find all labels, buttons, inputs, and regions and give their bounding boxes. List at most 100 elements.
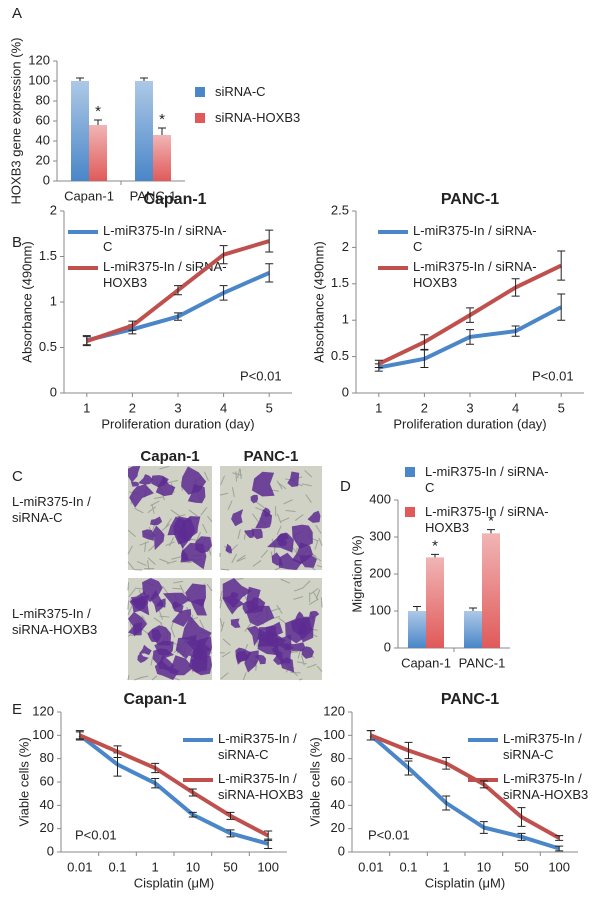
x-tick-label: PANC-1	[459, 655, 506, 670]
y-tick-label: 100	[32, 727, 54, 742]
texture	[127, 600, 130, 610]
cell	[250, 494, 259, 504]
texture	[239, 469, 242, 480]
row-label-box: L-miR375-In / siRNA-C	[12, 494, 91, 525]
texture	[195, 531, 201, 542]
x-tick-label: 0.1	[108, 859, 126, 874]
legend-label: L-miR375-In / siRNA-C	[413, 223, 537, 254]
texture	[172, 587, 183, 590]
error-bar	[188, 788, 197, 797]
texture	[260, 549, 269, 558]
texture	[206, 583, 213, 592]
row-label: L-miR375-In / siRNA-C	[12, 494, 91, 525]
error-bar	[555, 835, 564, 841]
texture	[220, 475, 225, 486]
texture	[153, 617, 163, 624]
x-tick-label: 100	[548, 859, 570, 874]
legend-label-box: L-miR375-In / siRNA-C	[103, 223, 227, 254]
texture	[161, 523, 171, 531]
cell	[244, 650, 259, 673]
texture	[159, 615, 170, 618]
cell	[129, 484, 154, 508]
y-tick-label: 80	[40, 750, 54, 765]
texture	[280, 578, 290, 584]
texture	[312, 554, 322, 562]
texture	[277, 482, 287, 490]
texture	[219, 492, 228, 496]
texture	[203, 471, 209, 482]
error-bar	[479, 821, 488, 834]
texture	[235, 471, 238, 482]
texture	[127, 582, 130, 591]
texture	[127, 529, 136, 538]
x-tick-label: Capan-1	[64, 188, 114, 203]
cell	[291, 642, 306, 652]
texture	[276, 513, 282, 524]
texture	[179, 584, 185, 595]
texture	[236, 554, 246, 562]
legend-label: L-miR375-In / siRNA-HOXB3	[425, 504, 549, 535]
error-bar	[174, 312, 182, 321]
x-tick-label: 1	[443, 859, 450, 874]
error-bar	[128, 320, 137, 331]
cell	[130, 591, 148, 610]
annotation: P<0.01	[368, 827, 410, 842]
cell	[255, 509, 273, 529]
cell	[285, 617, 313, 644]
error-bar	[265, 229, 274, 253]
legend-label-box: L-miR375-In / siRNA-HOXB3	[103, 259, 227, 290]
texture	[128, 588, 136, 597]
legend-label: siRNA-HOXB3	[215, 110, 301, 125]
x-tick-label: 5	[558, 400, 565, 415]
texture	[169, 536, 175, 547]
texture	[285, 509, 296, 513]
texture	[283, 499, 293, 505]
chart-title: PANC-1	[441, 691, 499, 708]
y-tick-label: 100	[28, 72, 50, 87]
y-tick-label: 100	[323, 727, 345, 742]
legend-label-box: L-miR375-In / siRNA-C	[413, 223, 537, 254]
y-tick-label: 20	[331, 820, 345, 835]
y-tick-label: 40	[40, 797, 54, 812]
y-tick-label: 2	[50, 202, 57, 217]
texture	[237, 529, 241, 540]
error-bar	[420, 334, 429, 350]
error-bar	[219, 245, 228, 265]
x-tick-label: 1	[375, 400, 382, 415]
legend-label: L-miR375-In / siRNA-HOXB3	[103, 259, 227, 290]
cell	[138, 474, 153, 485]
texture	[236, 557, 247, 563]
texture	[312, 591, 319, 601]
texture	[127, 561, 135, 570]
x-tick-label: 10	[477, 859, 491, 874]
legend-label: L-miR375-In / siRNA-HOXB3	[413, 259, 537, 290]
bar	[153, 135, 171, 181]
annotation: P<0.01	[532, 368, 574, 383]
x-tick-label: 3	[174, 400, 181, 415]
x-axis-label: Cisplatin (μM)	[425, 875, 505, 890]
y-tick-label: 100	[369, 602, 391, 617]
legend-label-box: siRNA-HOXB3	[215, 110, 301, 125]
texture	[127, 606, 133, 616]
cell	[142, 578, 163, 603]
y-tick-label: 120	[32, 703, 54, 718]
texture	[148, 543, 157, 552]
y-tick-label: 0.5	[331, 348, 349, 363]
y-tick-label: 2.5	[331, 202, 349, 217]
error-bar	[82, 336, 91, 347]
texture	[202, 523, 208, 534]
texture	[151, 675, 158, 681]
texture	[276, 525, 282, 535]
y-tick-label: 0.5	[39, 339, 57, 354]
cell	[222, 578, 252, 608]
texture	[222, 638, 231, 646]
legend-label: L-miR375-In / siRNA-C	[503, 731, 582, 762]
legend-label: L-miR375-In / siRNA-C	[425, 464, 549, 495]
x-tick-label: 0.01	[358, 859, 383, 874]
texture	[320, 597, 323, 608]
texture	[314, 539, 319, 550]
error-bar	[442, 757, 451, 770]
y-tick-label: 120	[28, 52, 50, 67]
texture	[127, 545, 133, 555]
y-tick-label: 40	[331, 797, 345, 812]
